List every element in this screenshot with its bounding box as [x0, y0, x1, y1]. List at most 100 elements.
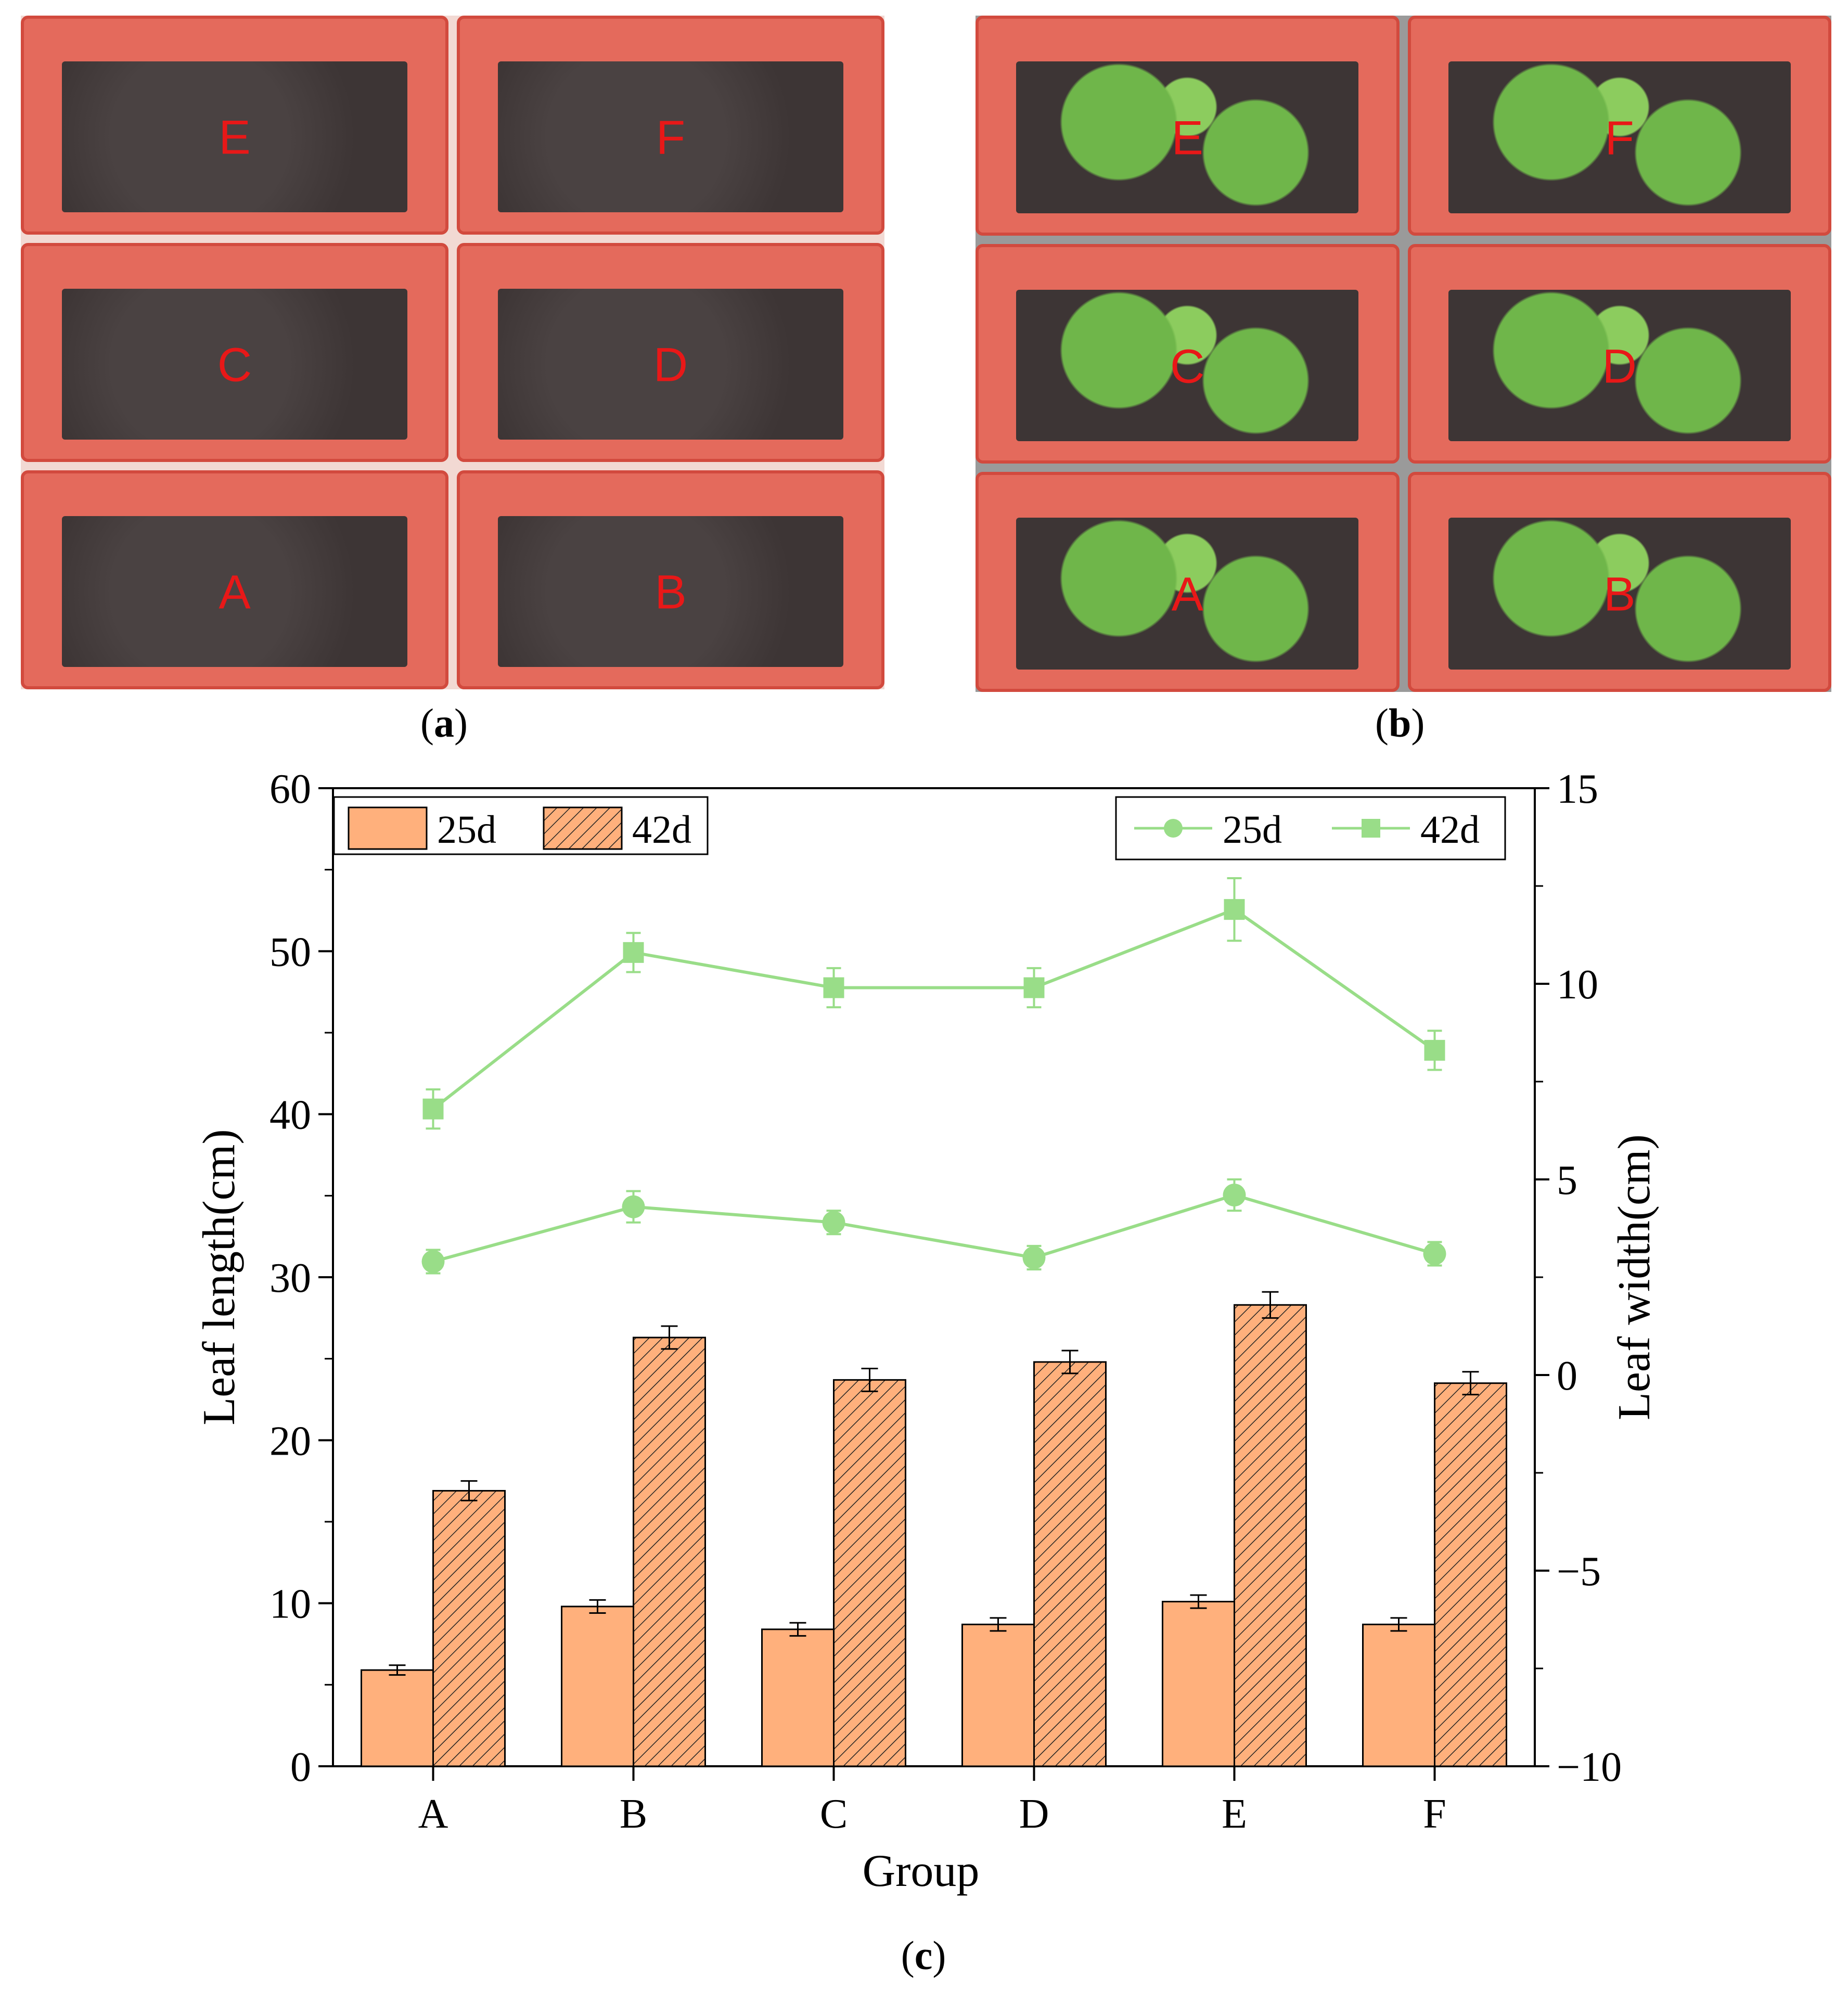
tray-b: B: [1407, 472, 1831, 692]
y-tick-label: 30: [270, 1255, 311, 1301]
x-tick-label: E: [1222, 1791, 1247, 1837]
caption-a: (a): [420, 700, 468, 746]
tray-soil: [1016, 518, 1359, 670]
bar-42d-B: [633, 1337, 706, 1767]
tray-soil: [1016, 61, 1359, 213]
bar-25d-D: [961, 1623, 1035, 1767]
tray-d: D: [457, 243, 884, 462]
tray-f: F: [1407, 16, 1831, 236]
tray-soil: [1448, 518, 1791, 670]
point-25d-E: [1223, 1184, 1246, 1207]
y2-tick-label: 5: [1557, 1158, 1577, 1203]
series-line-25d: [432, 1193, 1435, 1263]
point-42d-A: [422, 1098, 444, 1120]
y2-tick-label: 10: [1557, 962, 1598, 1008]
tray-label: E: [219, 111, 251, 164]
legend-label-25d-line: 25d: [1223, 808, 1282, 852]
bar-42d-E: [1234, 1304, 1307, 1767]
y2-tick-label: −5: [1557, 1549, 1601, 1595]
bar-42d-A: [432, 1489, 506, 1767]
tray-label: C: [1170, 340, 1205, 393]
tray-e: E: [21, 16, 448, 235]
point-25d-D: [1022, 1246, 1046, 1269]
tray-label: F: [1605, 111, 1634, 165]
point-25d-B: [622, 1195, 645, 1218]
tray-label: D: [653, 338, 688, 392]
y-tick-label: 0: [290, 1744, 311, 1790]
bar-42d-D: [1033, 1361, 1107, 1767]
y-tick-label: 40: [270, 1093, 311, 1138]
bar-legend: 25d 42d: [333, 796, 709, 855]
line-layer: [421, 877, 1446, 1275]
tray-label: A: [1171, 568, 1203, 621]
y2-axis-label: Leaf width(cm): [1609, 1134, 1660, 1420]
tray-a: A: [976, 472, 1400, 692]
bar-25d-A: [361, 1669, 434, 1767]
point-25d-A: [421, 1250, 445, 1273]
bar-layer: [361, 1291, 1507, 1767]
tray-b: B: [457, 470, 884, 689]
tray-soil: [1016, 289, 1359, 442]
tray-label: F: [656, 111, 686, 164]
tray-a: A: [21, 470, 448, 689]
legend-swatch-25d-bar: [348, 806, 428, 850]
legend-label-42d-bar: 42d: [632, 808, 691, 852]
caption-c-label: c: [915, 1933, 933, 1978]
tray-soil: [61, 288, 408, 440]
tray-soil: [497, 288, 844, 440]
tray-d: D: [1407, 243, 1831, 464]
caption-b: (b): [1375, 700, 1425, 746]
point-42d-B: [623, 942, 644, 963]
series-line-42d: [432, 907, 1436, 1111]
x-axis-label: Group: [863, 1846, 980, 1896]
bar-25d-C: [761, 1628, 835, 1767]
y-tick-label: 50: [270, 929, 311, 975]
bar-25d-B: [561, 1605, 634, 1767]
point-42d-F: [1424, 1039, 1445, 1061]
tray-f: F: [457, 16, 884, 235]
tray-label: B: [654, 566, 687, 619]
legend-swatch-42d-bar: [543, 806, 623, 850]
line-legend: 25d 42d: [1115, 796, 1506, 860]
tray-label: B: [1603, 568, 1636, 621]
tray-soil: [1448, 61, 1791, 213]
point-25d-C: [822, 1211, 845, 1234]
tray-soil: [497, 516, 844, 667]
x-tick-label: C: [820, 1791, 848, 1837]
bar-25d-E: [1162, 1601, 1235, 1767]
tray-label: C: [217, 338, 252, 392]
bar-42d-F: [1434, 1382, 1507, 1767]
bar-42d-C: [833, 1379, 906, 1767]
tray-label: A: [219, 566, 251, 619]
point-25d-F: [1423, 1242, 1446, 1265]
caption-c: (c): [901, 1933, 946, 1978]
y-tick-label: 20: [270, 1418, 311, 1464]
bar-25d-F: [1362, 1623, 1435, 1767]
x-tick-label: D: [1019, 1791, 1049, 1837]
plot-frame: [332, 787, 1536, 1767]
tray-c: C: [21, 243, 448, 462]
axes-layer: 0 10 20 30 40 50 60 −10 −5 0 5 10 15 A B C D E F: [270, 766, 1622, 1837]
x-tick-label: B: [620, 1791, 647, 1837]
tray-soil: [61, 516, 408, 667]
point-42d-E: [1224, 899, 1245, 920]
x-tick-label: A: [418, 1791, 448, 1837]
y2-tick-label: 15: [1557, 766, 1598, 812]
tray-e: E: [976, 16, 1400, 236]
y-tick-label: 10: [270, 1582, 311, 1627]
tray-c: C: [976, 243, 1400, 464]
legend-marker-25d: [1164, 819, 1183, 838]
y2-tick-label: −10: [1557, 1744, 1622, 1790]
y-tick-label: 60: [270, 766, 311, 812]
photo-panel-b: E F C D A B: [976, 16, 1831, 692]
tray-soil: [1448, 289, 1791, 442]
tray-label: E: [1171, 111, 1203, 165]
legend-label-42d-line: 42d: [1420, 808, 1480, 852]
photo-panel-a: E F C D A B: [21, 16, 884, 689]
y2-tick-label: 0: [1557, 1353, 1577, 1399]
tray-soil: [497, 61, 844, 213]
point-42d-C: [823, 977, 844, 998]
tray-label: D: [1602, 340, 1637, 393]
y-axis-label: Leaf length(cm): [194, 1129, 245, 1425]
